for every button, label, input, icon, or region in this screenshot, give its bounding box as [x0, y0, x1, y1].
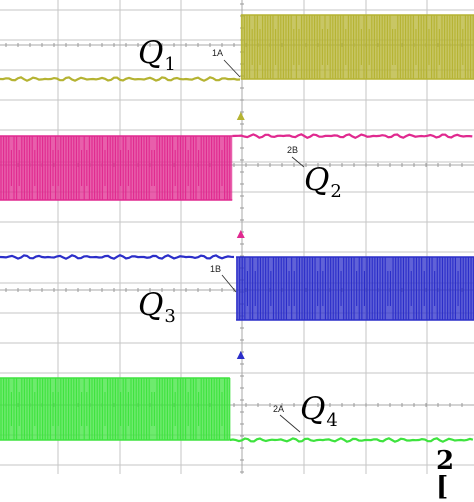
trigger-marker-q3: [236, 351, 245, 359]
traces: [0, 14, 474, 443]
marker-label-2b: 2B: [287, 145, 299, 155]
marker-pointer-2b: [291, 156, 305, 168]
level-line: [232, 133, 473, 140]
marker-label-2a: 2A: [273, 404, 285, 414]
switching-band: [236, 257, 474, 320]
marker-pointer-2a: [279, 414, 301, 433]
level-line: [0, 76, 241, 82]
oscilloscope-chart: [0, 0, 474, 474]
marker-pointer-1a: [223, 59, 241, 78]
level-line: [0, 253, 235, 260]
marker-label-1a: 1A: [212, 48, 224, 58]
trigger-markers: [236, 112, 245, 359]
trace-q4: [0, 377, 474, 443]
trigger-marker-q1: [236, 112, 245, 120]
marker-label-1b: 1B: [210, 264, 222, 274]
level-line: [229, 437, 474, 443]
trace-q2: [0, 133, 473, 201]
trace-q1: [0, 14, 474, 82]
marker-pointer-1b: [221, 274, 237, 293]
channel-indicator: 2 [: [436, 446, 455, 502]
marker-pointers: [221, 59, 305, 433]
trace-q3: [0, 253, 474, 321]
switching-band: [240, 15, 474, 79]
trigger-marker-q2: [236, 230, 245, 238]
